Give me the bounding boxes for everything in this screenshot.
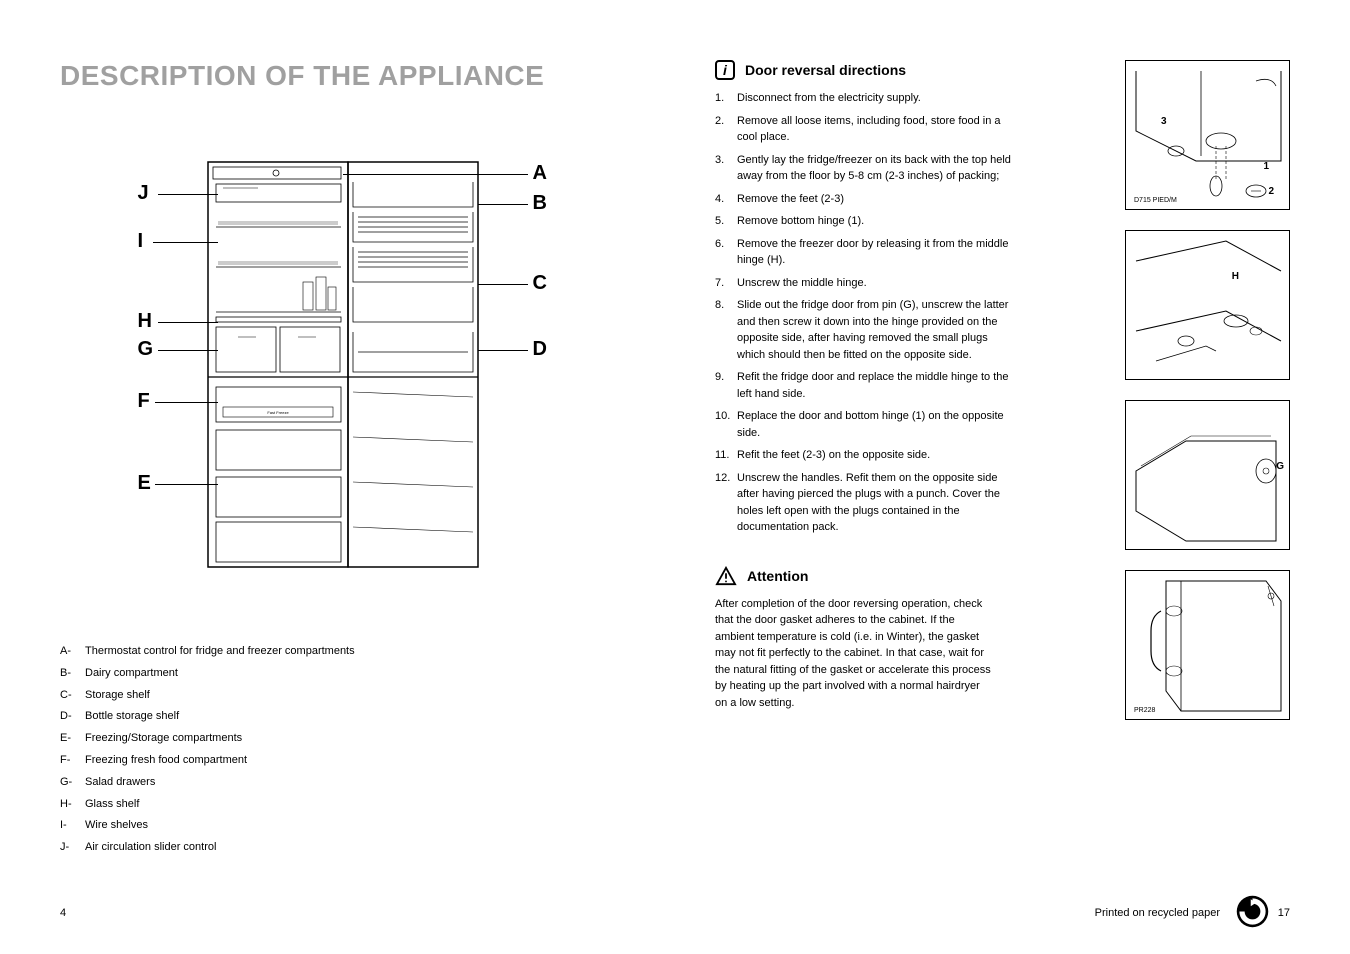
step-item: 2.Remove all loose items, including food… <box>715 113 1015 146</box>
step-item: 9.Refit the fridge door and replace the … <box>715 369 1015 402</box>
legend-item: A-Thermostat control for fridge and free… <box>60 642 625 662</box>
step-item: 10.Replace the door and bottom hinge (1)… <box>715 408 1015 441</box>
diagram-label-i: I <box>138 230 144 253</box>
tech-diagram-3: G <box>1125 400 1290 550</box>
step-item: 5.Remove bottom hinge (1). <box>715 213 1015 230</box>
attention-body: After completion of the door reversing o… <box>715 596 995 712</box>
legend-item: B-Dairy compartment <box>60 664 625 684</box>
steps-list: 1.Disconnect from the electricity supply… <box>715 90 1015 536</box>
step-item: 7.Unscrew the middle hinge. <box>715 275 1015 292</box>
diagram-label-b: B <box>533 192 547 215</box>
step-item: 4.Remove the feet (2-3) <box>715 191 1015 208</box>
diagram-label-j: J <box>138 182 149 205</box>
attention-title: Attention <box>747 568 808 584</box>
step-item: 6.Remove the freezer door by releasing i… <box>715 236 1015 269</box>
section-header-info: i Door reversal directions <box>715 60 1015 80</box>
diagram-label-e: E <box>138 472 151 495</box>
diagram-label-a: A <box>533 162 547 185</box>
page-number-left: 4 <box>60 907 66 919</box>
warning-icon <box>715 566 737 586</box>
section-header-warning: Attention <box>715 566 1015 586</box>
diagram-label-h: H <box>138 310 152 333</box>
tech-diagram-1: 3 1 2 D715 PIED/M <box>1125 60 1290 210</box>
legend-item: I-Wire shelves <box>60 816 625 836</box>
step-item: 12.Unscrew the handles. Refit them on th… <box>715 470 1015 536</box>
diagram-label-c: C <box>533 272 547 295</box>
diagram-label-f: F <box>138 390 150 413</box>
page-number-right: 17 <box>1278 907 1290 919</box>
door-reversal-title: Door reversal directions <box>745 62 906 78</box>
technical-diagrams: 3 1 2 D715 PIED/M H <box>1125 60 1290 740</box>
appliance-diagram: Fast Freeze <box>83 152 603 582</box>
tech-diagram-4: PR228 <box>1125 570 1290 720</box>
left-page: DESCRIPTION OF THE APPLIANCE <box>0 0 675 954</box>
info-icon: i <box>715 60 735 80</box>
page-title: DESCRIPTION OF THE APPLIANCE <box>60 60 625 92</box>
legend-item: D-Bottle storage shelf <box>60 707 625 727</box>
diagram-label-d: D <box>533 338 547 361</box>
legend-list: A-Thermostat control for fridge and free… <box>60 642 625 858</box>
step-item: 8.Slide out the fridge door from pin (G)… <box>715 297 1015 363</box>
right-page: i Door reversal directions 1.Disconnect … <box>675 0 1350 954</box>
legend-item: E-Freezing/Storage compartments <box>60 729 625 749</box>
legend-item: F-Freezing fresh food compartment <box>60 751 625 771</box>
legend-item: G-Salad drawers <box>60 773 625 793</box>
legend-item: J-Air circulation slider control <box>60 838 625 858</box>
fridge-illustration: Fast Freeze <box>198 152 488 582</box>
step-item: 1.Disconnect from the electricity supply… <box>715 90 1015 107</box>
svg-text:Fast Freeze: Fast Freeze <box>267 410 289 415</box>
tech-diagram-2: H <box>1125 230 1290 380</box>
legend-item: C-Storage shelf <box>60 686 625 706</box>
legend-item: H-Glass shelf <box>60 795 625 815</box>
step-item: 11.Refit the feet (2-3) on the opposite … <box>715 447 1015 464</box>
diagram-label-g: G <box>138 338 154 361</box>
recycle-icon <box>1235 894 1270 929</box>
footer-text: Printed on recycled paper <box>1095 907 1220 919</box>
step-item: 3.Gently lay the fridge/freezer on its b… <box>715 152 1015 185</box>
